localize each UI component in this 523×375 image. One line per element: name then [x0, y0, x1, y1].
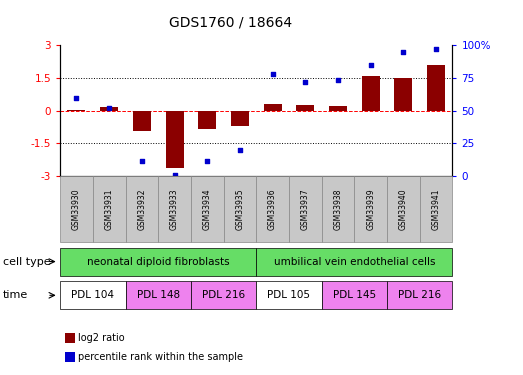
Bar: [198, 111, 216, 129]
Point: [399, 49, 407, 55]
Text: PDL 145: PDL 145: [333, 290, 376, 300]
Text: GSM33941: GSM33941: [431, 188, 440, 230]
Text: neonatal diploid fibroblasts: neonatal diploid fibroblasts: [87, 256, 230, 267]
Text: PDL 104: PDL 104: [71, 290, 115, 300]
Bar: [297, 105, 314, 111]
Text: GSM33937: GSM33937: [301, 188, 310, 230]
Point: [334, 78, 342, 84]
Text: log2 ratio: log2 ratio: [78, 333, 125, 343]
Text: PDL 216: PDL 216: [202, 290, 245, 300]
Text: GSM33934: GSM33934: [203, 188, 212, 230]
Bar: [100, 107, 118, 111]
Text: GSM33932: GSM33932: [138, 188, 146, 230]
Bar: [329, 106, 347, 111]
Text: time: time: [3, 290, 28, 300]
Point: [105, 105, 113, 111]
Point: [72, 94, 81, 100]
Point: [138, 158, 146, 164]
Text: GSM33940: GSM33940: [399, 188, 408, 230]
Text: GSM33933: GSM33933: [170, 188, 179, 230]
Text: GSM33939: GSM33939: [366, 188, 375, 230]
Text: PDL 105: PDL 105: [267, 290, 311, 300]
Text: GSM33930: GSM33930: [72, 188, 81, 230]
Point: [367, 62, 375, 68]
Point: [432, 46, 440, 52]
Text: PDL 148: PDL 148: [137, 290, 180, 300]
Bar: [427, 64, 445, 111]
Bar: [394, 78, 412, 111]
Text: GSM33935: GSM33935: [235, 188, 244, 230]
Bar: [133, 111, 151, 131]
Point: [236, 147, 244, 153]
Text: umbilical vein endothelial cells: umbilical vein endothelial cells: [274, 256, 435, 267]
Text: GSM33936: GSM33936: [268, 188, 277, 230]
Text: PDL 216: PDL 216: [398, 290, 441, 300]
Point: [203, 158, 211, 164]
Text: GDS1760 / 18664: GDS1760 / 18664: [168, 15, 292, 29]
Text: GSM33938: GSM33938: [334, 188, 343, 230]
Point: [301, 79, 310, 85]
Bar: [231, 111, 249, 126]
Text: percentile rank within the sample: percentile rank within the sample: [78, 352, 243, 362]
Text: cell type: cell type: [3, 256, 50, 267]
Bar: [67, 110, 85, 111]
Bar: [264, 104, 281, 111]
Point: [170, 172, 179, 178]
Point: [268, 71, 277, 77]
Bar: [166, 111, 184, 168]
Text: GSM33931: GSM33931: [105, 188, 113, 230]
Bar: [362, 76, 380, 111]
